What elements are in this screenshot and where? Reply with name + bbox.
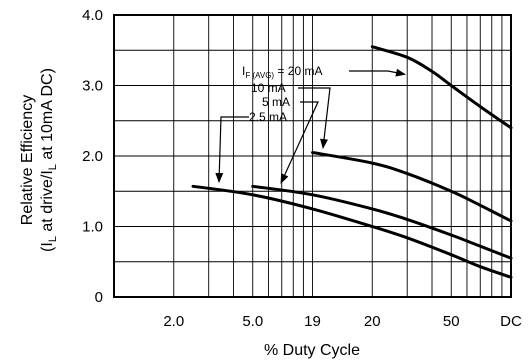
x-tick-label: 5.0	[242, 313, 263, 330]
y-axis-title-line2: (IL at drive/IL at 10mA DC)	[39, 68, 59, 252]
x-tick-label: 19	[304, 313, 321, 330]
series-annotations: IF (AVG) = 20 mA 10 mA 5 mA 2.5 mA	[242, 64, 322, 124]
series-curve	[191, 184, 513, 279]
plot-frame	[113, 14, 512, 298]
x-tick-label: 50	[443, 313, 460, 330]
series-curve	[251, 184, 513, 260]
annotation-leaders	[215, 68, 406, 184]
y-axis-title-line1: Relative Efficiency	[19, 95, 36, 225]
y-tick-label: 1.0	[82, 219, 103, 236]
series-label-20ma: IF (AVG) = 20 mA	[242, 64, 322, 80]
series-curve	[370, 45, 513, 130]
x-tick-labels: 2.0 5.0 19 20 50 DC	[163, 313, 522, 330]
y-tick-labels: 0 1.0 2.0 3.0 4.0	[82, 7, 103, 306]
leader-arrow	[215, 116, 249, 183]
x-tick-label: 2.0	[163, 313, 184, 330]
series-label-5ma: 5 mA	[262, 95, 290, 109]
x-tick-label: 20	[364, 313, 381, 330]
y-tick-label: 0	[95, 289, 103, 306]
series-label-2-5ma: 2.5 mA	[249, 110, 287, 124]
y-tick-label: 3.0	[82, 78, 103, 95]
series-curves	[191, 45, 513, 279]
grid	[114, 15, 511, 297]
y-tick-label: 2.0	[82, 148, 103, 165]
leader-arrow	[349, 68, 406, 77]
x-tick-label: DC	[500, 313, 522, 330]
leader-arrow	[280, 101, 319, 184]
y-tick-label: 4.0	[82, 7, 103, 24]
leader-arrow	[298, 87, 331, 149]
series-label-10ma: 10 mA	[251, 81, 286, 95]
series-curve	[311, 151, 513, 223]
x-axis-title: % Duty Cycle	[264, 342, 360, 359]
